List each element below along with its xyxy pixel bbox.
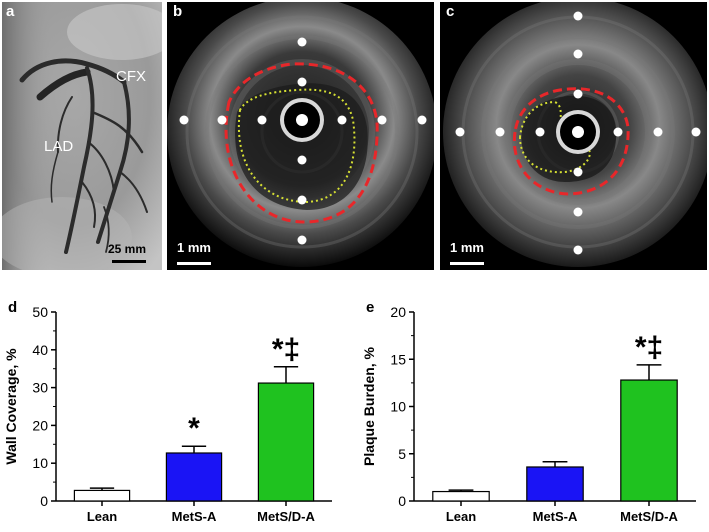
ivus-image-c <box>440 2 707 270</box>
bar-mets-d-a <box>620 379 678 502</box>
x-tick-label: Lean <box>446 509 476 524</box>
y-axis-label: Wall Coverage, % <box>3 348 19 465</box>
panel-letter-b: b <box>173 3 183 20</box>
x-tick-label: Lean <box>87 509 117 524</box>
x-tick-label: MetS-A <box>533 509 578 524</box>
significance-marker: *‡ <box>635 331 663 364</box>
cfx-label: CFX <box>116 68 146 85</box>
ivus-c-scale-label: 1 mm <box>450 240 484 255</box>
panel-letter-a: a <box>6 3 15 20</box>
significance-marker: *‡ <box>272 333 300 366</box>
lad-label: LAD <box>44 138 74 155</box>
panel-letter-d: d <box>8 299 18 316</box>
bar-mets-a <box>526 466 584 502</box>
bar-mets-d-a <box>257 382 315 502</box>
chart-wall-coverage: d Wall Coverage, % 0 10 20 30 40 50 Lean MetS-A *… <box>0 298 340 527</box>
y-tick-label: 20 <box>32 417 48 433</box>
y-tick-label: 0 <box>398 493 406 509</box>
bar-mets-a <box>165 452 223 502</box>
y-axis-label: Plaque Burden, % <box>361 346 377 466</box>
y-tick-label: 0 <box>40 493 48 509</box>
ivus-panel-c: c 1 mm <box>440 2 707 270</box>
significance-marker: * <box>188 412 200 445</box>
plaque-burden-svg: Plaque Burden, % 0 5 10 15 20 Lean MetS-A MetS/D… <box>361 304 696 524</box>
chart-plaque-burden: e Plaque Burden, % 0 5 10 15 20 Lean MetS-A MetS… <box>360 298 709 527</box>
y-tick-label: 40 <box>32 342 48 358</box>
y-tick-label: 10 <box>390 399 406 415</box>
wall-coverage-svg: Wall Coverage, % 0 10 20 30 40 50 Lean MetS-A * Me… <box>3 304 332 524</box>
panel-letter-c: c <box>446 3 455 20</box>
angiogram-image <box>0 2 177 277</box>
ivus-b-scale-label: 1 mm <box>177 240 211 255</box>
y-tick-label: 20 <box>390 304 406 320</box>
angiogram-scale-label: 25 mm <box>108 242 147 256</box>
panel-letter-e: e <box>366 299 375 316</box>
ivus-panel-b: b 1 mm <box>167 2 434 270</box>
x-tick-label: MetS/D-A <box>620 509 678 524</box>
y-tick-label: 50 <box>32 304 48 320</box>
y-tick-label: 15 <box>390 351 406 367</box>
ivus-image-b <box>167 2 434 270</box>
x-tick-label: MetS/D-A <box>257 509 315 524</box>
y-tick-label: 30 <box>32 380 48 396</box>
x-tick-label: MetS-A <box>172 509 217 524</box>
bar-lean <box>432 490 490 502</box>
y-tick-label: 10 <box>32 455 48 471</box>
y-tick-label: 5 <box>398 446 406 462</box>
bar-lean <box>73 489 131 502</box>
angiogram-panel: a CFX LAD 25 mm <box>0 2 177 277</box>
